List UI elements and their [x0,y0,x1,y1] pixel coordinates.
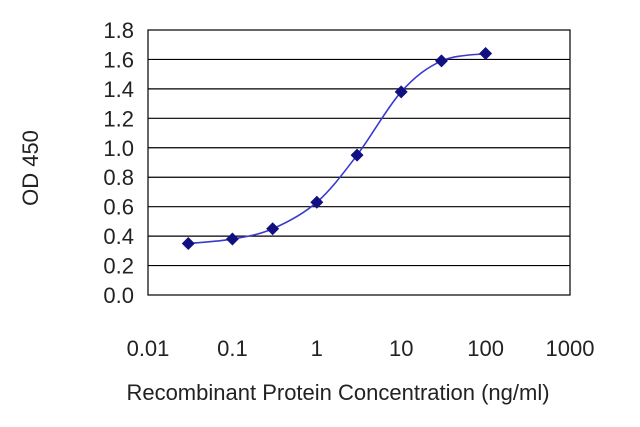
x-axis-ticks: 0.01 0.1 1 10 100 1000 [127,336,595,361]
y-tick-label: 0.6 [103,195,134,220]
x-tick-label: 10 [389,336,413,361]
y-axis-title: OD 450 [18,130,43,206]
y-tick-label: 1.0 [103,136,134,161]
y-tick-label: 1.6 [103,47,134,72]
y-tick-label: 1.4 [103,77,134,102]
fitted-curve [188,52,486,245]
data-point [181,236,195,250]
x-tick-label: 100 [467,336,504,361]
y-axis-ticks: 0.0 0.2 0.4 0.6 0.8 1.0 1.2 1.4 1.6 1.8 [103,18,134,308]
x-tick-label: 0.01 [127,336,170,361]
y-tick-label: 1.8 [103,18,134,43]
y-tick-label: 0.8 [103,165,134,190]
gridlines [148,58,570,267]
data-point [479,47,493,61]
x-tick-label: 1 [311,336,323,361]
y-tick-label: 0.0 [103,283,134,308]
data-point [310,195,324,209]
data-point [350,148,364,162]
data-point [434,54,448,68]
x-tick-label: 1000 [546,336,595,361]
data-point [394,85,408,99]
plot-area [147,29,571,296]
x-tick-label: 0.1 [217,336,248,361]
y-tick-label: 0.4 [103,224,134,249]
data-point [266,222,280,236]
y-tick-label: 0.2 [103,254,134,279]
data-markers [181,47,493,250]
x-axis-title: Recombinant Protein Concentration (ng/ml… [126,380,549,405]
y-tick-label: 1.2 [103,106,134,131]
data-point [225,232,239,246]
